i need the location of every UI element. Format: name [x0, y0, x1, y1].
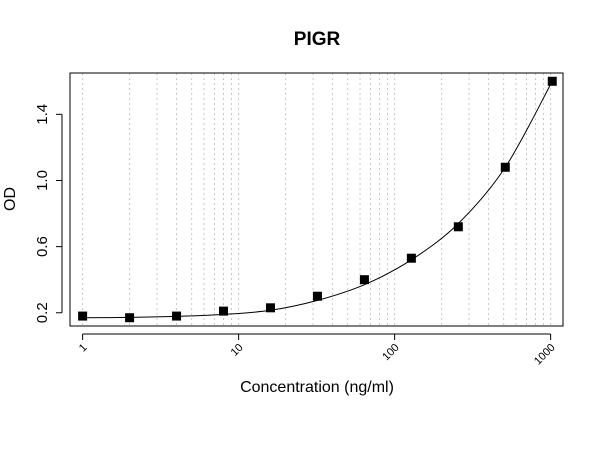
y-tick-label: 1.4 — [34, 104, 51, 125]
y-tick-label: 1.0 — [34, 170, 51, 191]
x-tick-label: 1 — [77, 342, 90, 355]
x-tick-label: 100 — [380, 342, 401, 363]
y-axis: 0.2 0.6 1.0 1.4 — [34, 104, 63, 323]
y-tick-label: 0.6 — [34, 236, 51, 257]
data-point — [172, 311, 182, 321]
data-point — [500, 162, 510, 172]
fit-curve — [79, 81, 553, 319]
x-tick-label: 10 — [229, 342, 246, 359]
data-point — [359, 275, 369, 285]
x-tick-label: 1000 — [532, 342, 558, 368]
data-point — [453, 222, 463, 232]
data-point — [78, 311, 88, 321]
plot-frame — [69, 72, 564, 327]
data-points — [78, 76, 557, 323]
data-point — [265, 303, 275, 313]
grid — [82, 73, 552, 326]
data-point — [125, 313, 135, 323]
data-point — [547, 76, 557, 86]
data-point — [406, 253, 416, 263]
data-point — [312, 291, 322, 301]
chart-title: PIGR — [294, 29, 341, 50]
y-axis-label: OD — [2, 187, 19, 211]
y-tick-label: 0.2 — [34, 302, 51, 323]
x-axis: 1 10 100 1000 — [77, 333, 558, 368]
data-point — [219, 306, 229, 316]
x-axis-label: Concentration (ng/ml) — [240, 379, 394, 396]
